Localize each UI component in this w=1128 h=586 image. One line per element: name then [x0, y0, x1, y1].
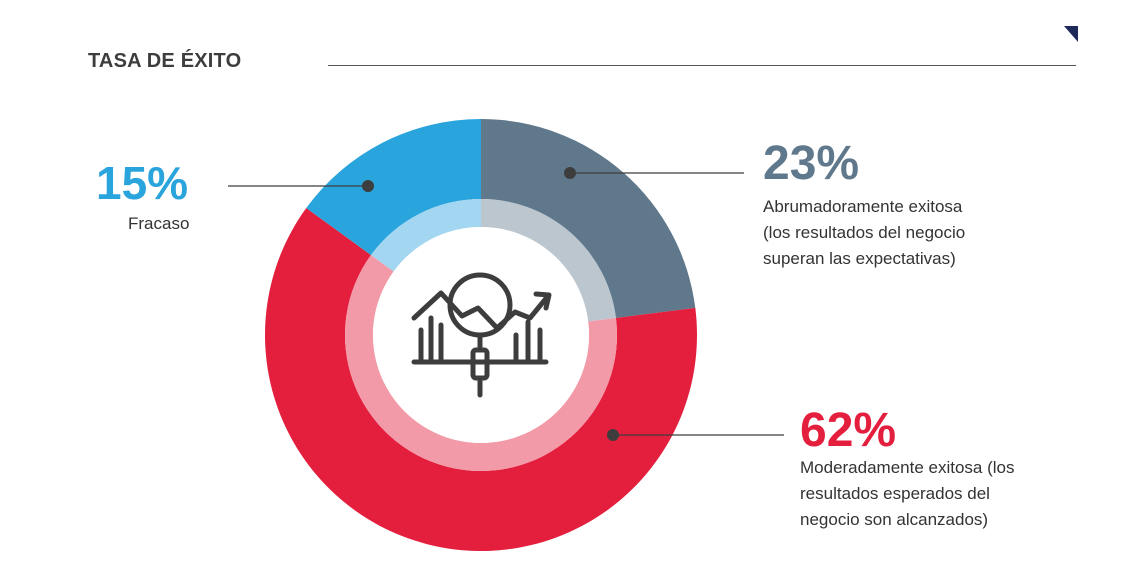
- leader-dot-moderada: [607, 429, 619, 441]
- slice-moderada: [264, 208, 697, 552]
- chart-magnifier-icon: [411, 272, 552, 398]
- label-abrumadora-line-2: (los resultados del negocio: [763, 223, 966, 242]
- label-abrumadora-line-3: superan las expectativas): [763, 249, 956, 268]
- corner-triangle-icon: [1064, 26, 1078, 42]
- label-fracaso-line: Fracaso: [128, 214, 190, 233]
- label-moderada-line-2: resultados esperados del: [800, 484, 990, 503]
- title-rule: [328, 65, 1076, 66]
- slice-inner-fracaso: [370, 199, 481, 272]
- chart-title: TASA DE ÉXITO: [88, 50, 242, 72]
- leader-dot-fracaso: [362, 180, 374, 192]
- slice-inner-moderada: [344, 255, 617, 471]
- label-moderada-line-1: Moderadamente exitosa (los: [800, 458, 1015, 477]
- leader-dot-abrumadora: [564, 167, 576, 179]
- label-abrumadora: Abrumadoramente exitosa (los resultados …: [763, 194, 965, 272]
- label-fracaso: Fracaso: [128, 211, 189, 237]
- label-moderada: Moderadamente exitosa (los resultados es…: [800, 455, 1015, 533]
- slice-abrumadora: [481, 119, 696, 318]
- pct-moderada: 62%: [800, 404, 897, 457]
- pct-fracaso: 15%: [96, 157, 189, 209]
- label-moderada-line-3: negocio son alcanzados): [800, 510, 989, 529]
- slice-fracaso: [306, 119, 481, 256]
- slice-inner-abrumadora: [481, 198, 616, 322]
- label-abrumadora-line-1: Abrumadoramente exitosa: [763, 197, 963, 216]
- pct-abrumadora: 23%: [763, 137, 860, 190]
